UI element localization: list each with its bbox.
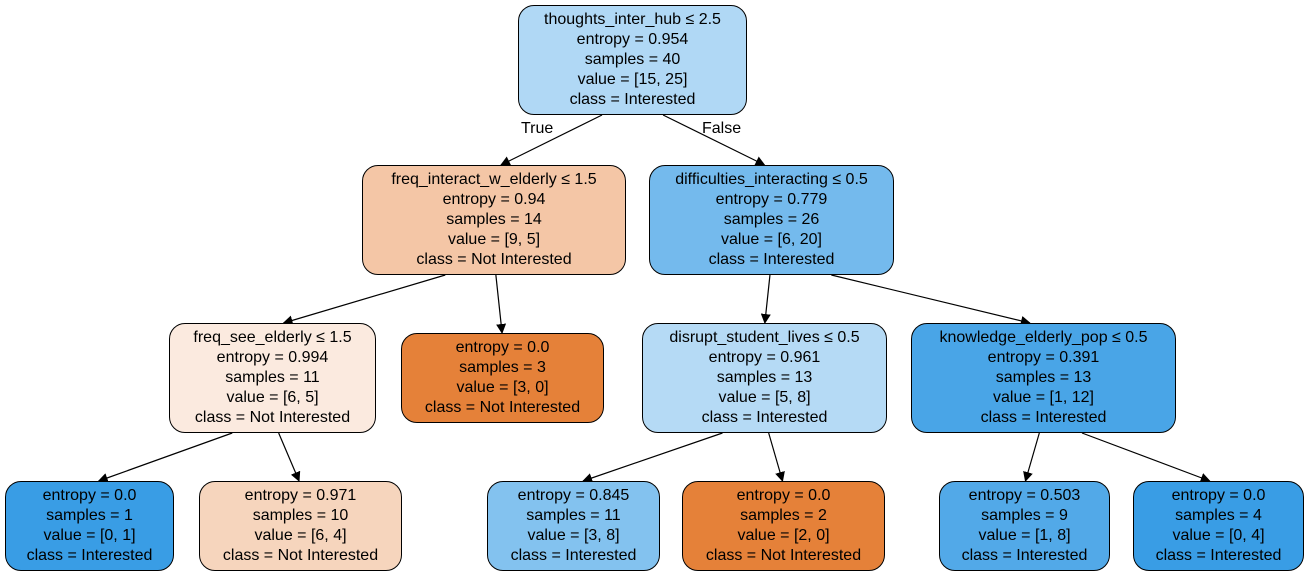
tree-node-n7: entropy = 0.0 samples = 1 value = [0, 1] cl… [5,481,174,571]
tree-node-n1: freq_interact_w_elderly ≤ 1.5 entropy = 0… [362,165,626,275]
false-edge-label: False [702,120,742,137]
tree-node-n5: disrupt_student_lives ≤ 0.5 entropy = 0.9… [642,323,887,433]
node-samples-text: samples = 14 [446,211,542,228]
node-entropy-text: entropy = 0.971 [244,487,357,504]
node-samples-text: samples = 11 [225,369,320,386]
node-samples-text: samples = 9 [981,507,1068,524]
edge-n3-n7 [97,432,233,483]
node-entropy-text: entropy = 0.845 [517,487,630,504]
node-samples-text: samples = 13 [716,369,813,386]
node-split-text: disrupt_student_lives ≤ 0.5 [669,329,860,346]
node-class-text: class = Interested [980,409,1107,426]
tree-node-n10: entropy = 0.0 samples = 2 value = [2, 0] cl… [682,481,885,571]
tree-node-n12: entropy = 0.0 samples = 4 value = [0, 4] cl… [1133,481,1304,571]
node-split-text: difficulties_interacting ≤ 0.5 [675,171,868,188]
tree-node-n8: entropy = 0.971 samples = 10 value = [6, 4… [199,481,402,571]
node-class-text: class = Interested [1155,547,1282,564]
node-samples-text: samples = 26 [723,211,820,228]
node-value-text: value = [6, 20] [721,231,822,248]
node-value-text: value = [1, 12] [993,389,1094,406]
node-class-text: class = Interested [569,91,696,108]
edge-n0-n1 [500,114,603,166]
node-entropy-text: entropy = 0.779 [715,191,828,208]
edge-n6-n11 [1023,432,1040,482]
node-samples-text: samples = 1 [46,507,133,524]
node-entropy-text: entropy = 0.503 [968,487,1081,504]
node-entropy-text: entropy = 0.994 [216,349,329,366]
node-value-text: value = [0, 1] [43,527,136,544]
node-class-text: class = Not Interested [222,547,379,564]
node-samples-text: samples = 13 [995,369,1092,386]
edge-n2-n5 [760,274,771,324]
node-entropy-text: entropy = 0.961 [708,349,821,366]
node-class-text: class = Not Interested [705,547,862,564]
true-edge-label: True [521,120,554,137]
node-class-text: class = Interested [26,547,153,564]
node-value-text: value = [6, 5] [226,389,319,406]
node-class-text: class = Interested [701,409,828,426]
node-value-text: value = [3, 8] [527,527,620,544]
tree-node-n0: thoughts_inter_hub ≤ 2.5 entropy = 0.954 s… [518,5,747,115]
node-class-text: class = Not Interested [424,399,581,416]
node-value-text: value = [3, 0] [456,379,549,396]
node-split-text: freq_see_elderly ≤ 1.5 [193,329,352,346]
node-value-text: value = [0, 4] [1172,527,1265,544]
node-entropy-text: entropy = 0.0 [1171,487,1266,504]
node-value-text: value = [6, 4] [254,527,347,544]
node-class-text: class = Interested [961,547,1088,564]
edge-n6-n12 [1081,432,1211,483]
node-entropy-text: entropy = 0.94 [442,191,546,208]
edge-n3-n8 [278,432,301,482]
node-split-text: knowledge_elderly_pop ≤ 0.5 [939,329,1148,346]
node-entropy-text: entropy = 0.0 [736,487,831,504]
node-samples-text: samples = 4 [1175,507,1262,524]
node-split-text: thoughts_inter_hub ≤ 2.5 [544,11,721,28]
node-class-text: class = Not Interested [416,251,572,268]
tree-node-n4: entropy = 0.0 samples = 3 value = [3, 0] cl… [401,333,604,423]
node-split-text: freq_interact_w_elderly ≤ 1.5 [391,171,597,188]
tree-node-n11: entropy = 0.503 samples = 9 value = [1, 8]… [939,481,1110,571]
node-value-text: value = [2, 0] [737,527,830,544]
node-class-text: class = Not Interested [194,409,351,426]
node-value-text: value = [1, 8] [978,527,1071,544]
node-entropy-text: entropy = 0.0 [42,487,137,504]
tree-node-n2: difficulties_interacting ≤ 0.5 entropy = … [649,165,894,275]
node-samples-text: samples = 10 [252,507,349,524]
edge-n5-n9 [582,432,723,483]
edge-n0-n2 [662,114,766,166]
edge-n1-n4 [495,274,507,334]
node-entropy-text: entropy = 0.0 [455,339,550,356]
edge-n2-n6 [831,274,1031,326]
tree-node-n3: freq_see_elderly ≤ 1.5 entropy = 0.994 sam… [169,323,376,433]
node-value-text: value = [9, 5] [447,231,541,248]
node-value-text: value = [15, 25] [577,71,688,88]
node-samples-text: samples = 2 [740,507,827,524]
edge-n5-n10 [768,432,785,482]
node-entropy-text: entropy = 0.391 [987,349,1100,366]
node-samples-text: samples = 40 [584,51,681,68]
tree-node-n6: knowledge_elderly_pop ≤ 0.5 entropy = 0.3… [911,323,1176,433]
node-class-text: class = Interested [510,547,637,564]
node-entropy-text: entropy = 0.954 [576,31,689,48]
tree-node-n9: entropy = 0.845 samples = 11 value = [3, 8… [487,481,660,571]
node-samples-text: samples = 3 [459,359,546,376]
edge-n1-n3 [282,274,446,326]
node-samples-text: samples = 11 [526,507,621,524]
node-class-text: class = Interested [708,251,835,268]
node-value-text: value = [5, 8] [718,389,811,406]
